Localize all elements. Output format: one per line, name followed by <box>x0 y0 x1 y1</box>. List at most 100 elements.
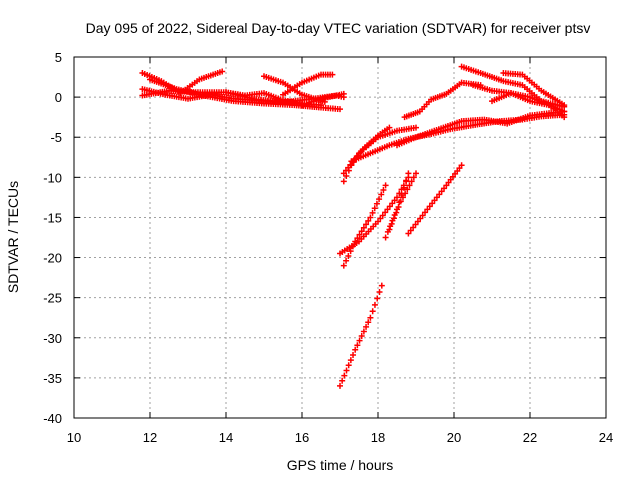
data-point-marker <box>363 323 370 330</box>
data-point-marker <box>371 301 378 308</box>
data-point-marker <box>378 282 385 289</box>
data-point-marker <box>561 108 568 115</box>
series-track-q <box>489 90 568 115</box>
data-point-marker <box>393 209 400 216</box>
data-point-marker <box>337 106 343 113</box>
data-point-marker <box>347 248 354 255</box>
data-point-marker <box>382 209 389 216</box>
data-point-marker <box>358 333 365 340</box>
series-track-j <box>340 124 419 177</box>
data-point-marker <box>340 90 347 97</box>
data-point-marker <box>388 220 395 227</box>
data-point-marker <box>341 372 348 379</box>
data-point-marker <box>349 243 356 250</box>
data-point-marker <box>406 182 413 189</box>
data-point-marker <box>350 351 357 358</box>
data-point-marker <box>360 328 367 335</box>
data-point-marker <box>386 226 393 233</box>
data-point-marker <box>402 190 409 197</box>
data-point-marker <box>343 367 350 374</box>
data-point-marker <box>356 231 363 238</box>
data-point-marker <box>365 217 372 224</box>
x-tick-label: 22 <box>523 430 537 445</box>
data-point-marker <box>436 191 443 198</box>
y-tick-label: -40 <box>43 411 62 426</box>
series-track-d <box>147 76 343 113</box>
data-point-marker <box>397 198 404 205</box>
axis-ticks: 10 12 14 16 18 20 22 24 5 0 -5 -10 -15 -20 -25 -30 -35 -4… <box>43 50 613 445</box>
data-point-marker <box>561 102 568 109</box>
data-point-marker <box>419 212 426 219</box>
data-point-marker <box>400 184 407 191</box>
series-track-u <box>386 170 419 233</box>
y-tick-label: -10 <box>43 170 62 185</box>
data-point-marker <box>371 205 378 212</box>
data-point-marker <box>412 221 419 228</box>
data-point-marker <box>386 203 393 210</box>
data-point-marker <box>410 224 417 231</box>
series-track-w <box>337 282 385 389</box>
series-track-r <box>337 174 412 257</box>
data-point-marker <box>382 234 389 241</box>
data-point-marker <box>426 203 433 210</box>
data-point-marker <box>345 362 352 369</box>
data-point-marker <box>391 197 398 204</box>
chart-title: Day 095 of 2022, Sidereal Day-to-day VTE… <box>86 20 591 36</box>
x-tick-label: 16 <box>295 430 309 445</box>
data-point-marker <box>339 377 346 384</box>
series-track-v <box>405 162 465 237</box>
data-point-marker <box>458 162 465 169</box>
data-point-marker <box>376 289 383 296</box>
data-point-marker <box>431 197 438 204</box>
data-point-marker <box>360 224 367 231</box>
y-tick-label: -25 <box>43 291 62 306</box>
data-point-marker <box>380 186 387 193</box>
data-point-marker <box>390 215 397 222</box>
data-point-marker <box>413 170 419 177</box>
data-point-marker <box>410 174 417 181</box>
plot-frame <box>73 56 607 419</box>
data-point-marker <box>441 185 448 192</box>
data-point-marker <box>329 71 336 78</box>
y-tick-label: -20 <box>43 251 62 266</box>
data-point-marker <box>389 200 396 207</box>
y-tick-label: 5 <box>55 50 62 65</box>
data-point-marker <box>429 200 436 207</box>
x-tick-label: 20 <box>447 430 461 445</box>
data-point-marker <box>403 177 410 184</box>
series-track-g <box>280 71 336 98</box>
x-tick-label: 18 <box>371 430 385 445</box>
data-point-marker <box>363 221 370 228</box>
y-tick-label: -30 <box>43 331 62 346</box>
x-axis-title: GPS time / hours <box>287 457 394 473</box>
data-point-marker <box>354 342 361 349</box>
data-point-marker <box>354 235 361 242</box>
y-tick-label: -35 <box>43 371 62 386</box>
data-point-marker <box>378 191 385 198</box>
data-point-marker <box>438 188 445 195</box>
x-tick-label: 14 <box>219 430 233 445</box>
data-point-marker <box>358 228 365 235</box>
data-point-marker <box>219 68 226 75</box>
data-point-marker <box>382 182 389 189</box>
data-point-marker <box>373 200 380 207</box>
data-point-marker <box>352 238 359 245</box>
series-track-s <box>340 182 389 269</box>
y-tick-label: 0 <box>55 90 62 105</box>
data-point-marker <box>340 262 347 269</box>
data-point-marker <box>321 98 328 105</box>
series-track-h <box>299 90 347 109</box>
data-point-marker <box>347 357 354 364</box>
data-point-marker <box>374 295 381 302</box>
data-point-marker <box>404 186 411 193</box>
data-point-marker <box>367 314 374 321</box>
data-point-marker <box>408 178 415 185</box>
y-tick-label: -15 <box>43 210 62 225</box>
data-point-marker <box>345 252 352 259</box>
data-point-marker <box>424 206 431 213</box>
series-track-p <box>500 70 568 109</box>
data-point-marker <box>384 206 391 213</box>
data-point-marker <box>405 170 412 177</box>
data-point-marker <box>433 194 440 201</box>
